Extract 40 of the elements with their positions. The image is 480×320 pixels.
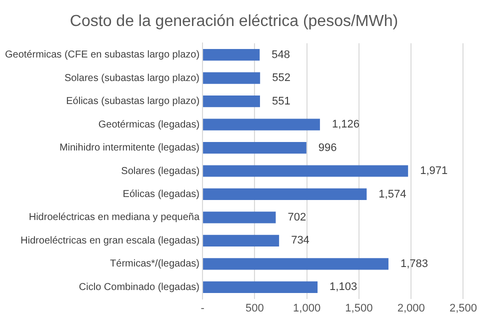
x-tick-label: 1,500 <box>345 302 373 314</box>
bar <box>203 95 260 108</box>
y-tick-label: Solares (legadas) <box>121 166 200 177</box>
bar <box>203 258 388 270</box>
y-tick-label: Hidroeléctricas en mediana y pequeña <box>28 212 200 224</box>
data-label: 1,574 <box>378 188 406 200</box>
chart-title: Costo de la generación eléctrica (pesos/MWh) <box>70 13 398 30</box>
bar <box>203 165 408 177</box>
bar <box>203 234 280 247</box>
x-tick-label: 500 <box>245 302 264 314</box>
data-label: 1,783 <box>400 258 428 270</box>
data-label: 551 <box>272 95 290 108</box>
y-tick-label: Eólicas (subastas largo plazo) <box>66 96 200 108</box>
data-label: 702 <box>288 212 306 224</box>
bar <box>203 118 320 130</box>
y-tick-label: Geotérmicas (legadas) <box>98 119 200 130</box>
bar <box>203 281 318 293</box>
x-tick-label: 2,000 <box>397 302 425 314</box>
bar <box>203 142 306 154</box>
data-label: 1,971 <box>420 165 448 178</box>
y-tick-label: Eólicas (legadas) <box>122 188 200 200</box>
y-tick-label: Ciclo Combinado (legadas) <box>78 282 200 293</box>
bar <box>203 49 260 61</box>
x-tick-label: - <box>200 302 205 314</box>
data-label: 548 <box>272 48 290 61</box>
y-tick-label: Minihidro intermitente (legadas) <box>59 142 200 154</box>
data-label: 996 <box>318 142 337 154</box>
y-tick-label: Hidroeléctricas en gran escala (legadas) <box>20 235 200 246</box>
data-label: 734 <box>291 234 310 247</box>
y-tick-label: Solares (subastas largo plazo) <box>64 72 200 84</box>
x-tick-label: 2,500 <box>449 302 477 314</box>
y-tick-label: Geotérmicas (CFE en subastas largo plazo) <box>4 50 200 61</box>
data-label: 552 <box>272 72 290 84</box>
bar <box>203 212 276 224</box>
x-tick-label: 1,000 <box>293 302 321 314</box>
y-tick-label: Térmicas*/(legadas) <box>110 258 200 270</box>
bar <box>203 72 260 84</box>
bar <box>203 188 367 200</box>
data-label: 1,103 <box>330 281 358 294</box>
data-label: 1,126 <box>332 118 360 131</box>
